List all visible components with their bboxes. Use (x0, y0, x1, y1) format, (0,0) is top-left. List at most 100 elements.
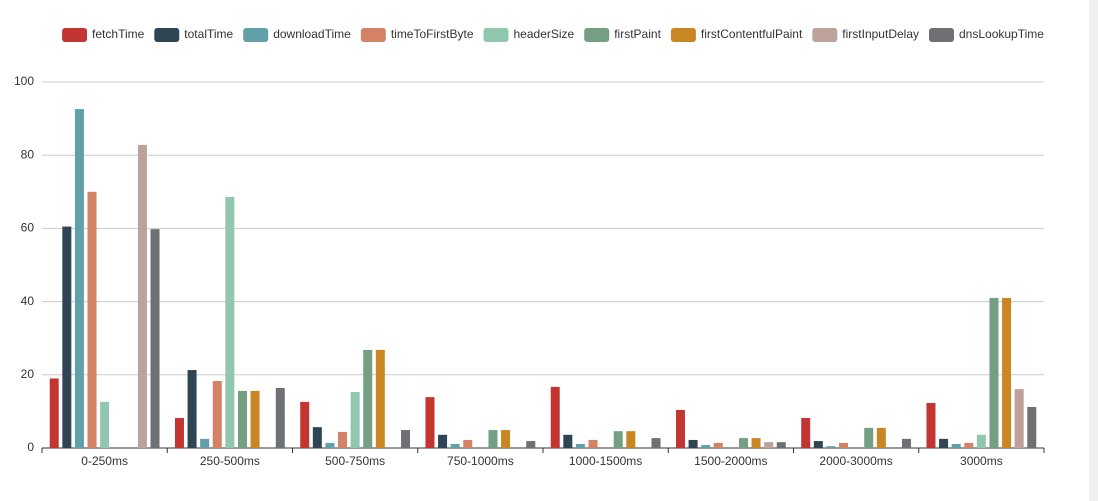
bar (964, 442, 974, 448)
bar (62, 226, 72, 448)
legend-item[interactable]: firstInputDelay (812, 27, 919, 42)
bar (764, 442, 774, 448)
legend-swatch (154, 28, 180, 42)
bar (300, 401, 310, 448)
bar (575, 443, 585, 448)
legend-label: timeToFirstByte (391, 27, 474, 41)
bar (563, 434, 573, 448)
bar (150, 229, 160, 448)
bar (864, 427, 874, 448)
legend-item[interactable]: totalTime (154, 27, 234, 42)
bar (701, 445, 711, 448)
legend-swatch (243, 28, 269, 42)
x-tick-label: 3000ms (960, 454, 1003, 468)
bar (526, 441, 536, 448)
legend-swatch (62, 28, 88, 42)
legend-label: firstContentfulPaint (701, 27, 803, 41)
bar (312, 427, 322, 448)
bar (813, 441, 823, 448)
bar (501, 430, 511, 448)
bar (200, 438, 210, 448)
x-tick-label: 1500-2000ms (694, 454, 767, 468)
bar (363, 349, 373, 448)
bar (100, 401, 110, 448)
bar (488, 430, 498, 448)
bar (976, 434, 986, 448)
bar (174, 417, 184, 448)
bar (1002, 297, 1012, 448)
bar (876, 427, 886, 448)
legend-swatch (360, 28, 386, 42)
x-tick-label: 0-250ms (81, 454, 128, 468)
legend-label: totalTime (184, 27, 233, 41)
legend-swatch (670, 28, 696, 42)
bar (613, 431, 623, 448)
bar (713, 442, 723, 448)
bar (688, 439, 698, 448)
y-tick-label: 100 (14, 74, 34, 88)
bar (902, 438, 912, 448)
x-tick-label: 2000-3000ms (819, 454, 892, 468)
bar (550, 386, 560, 448)
bar (951, 443, 961, 448)
bar (425, 397, 435, 448)
y-tick-label: 40 (21, 294, 35, 308)
legend-item[interactable]: timeToFirstByte (360, 27, 474, 42)
legend-swatch (929, 28, 955, 42)
x-tick-label: 250-500ms (200, 454, 260, 468)
legend-item[interactable]: downloadTime (243, 27, 351, 42)
bar (401, 430, 411, 448)
legend-label: downloadTime (273, 27, 351, 41)
y-tick-label: 0 (27, 440, 34, 454)
bar (939, 438, 949, 448)
bar (463, 439, 473, 448)
bar (137, 144, 147, 448)
x-tick-label: 1000-1500ms (569, 454, 642, 468)
bar (1014, 389, 1024, 448)
legend-item[interactable]: fetchTime (62, 27, 145, 42)
scrollbar (1089, 0, 1098, 501)
legend-swatch (812, 28, 838, 42)
bar (751, 438, 761, 448)
bar (675, 409, 685, 448)
bar (212, 381, 222, 448)
legend-label: dnsLookupTime (959, 27, 1044, 41)
bar (588, 439, 598, 448)
bar (187, 370, 197, 448)
bar (325, 442, 335, 448)
legend-item[interactable]: firstContentfulPaint (670, 27, 803, 42)
legend-item[interactable]: headerSize (483, 27, 575, 42)
bar (87, 191, 97, 449)
y-tick-label: 80 (21, 147, 35, 161)
bar (826, 446, 836, 448)
bar (738, 438, 748, 448)
y-tick-label: 20 (21, 367, 35, 381)
bar (801, 417, 811, 448)
bar (275, 387, 285, 448)
bar (926, 402, 936, 448)
bar (450, 443, 460, 448)
bar (350, 392, 360, 448)
legend-label: firstPaint (614, 27, 661, 41)
bar (237, 390, 247, 448)
legend-swatch (483, 28, 509, 42)
x-tick-label: 750-1000ms (447, 454, 514, 468)
bar (225, 196, 235, 448)
legend-label: headerSize (514, 27, 575, 41)
bar (651, 438, 661, 448)
bar (250, 390, 260, 448)
bar (49, 378, 59, 448)
bar (74, 109, 84, 449)
bar (626, 431, 636, 448)
y-tick-label: 60 (21, 221, 35, 235)
legend-item[interactable]: dnsLookupTime (929, 27, 1044, 42)
bar (338, 431, 348, 448)
legend-label: firstInputDelay (842, 27, 919, 41)
bar (776, 442, 786, 448)
legend-item[interactable]: firstPaint (584, 27, 662, 42)
bar (839, 442, 849, 448)
bar (438, 434, 448, 448)
x-tick-label: 500-750ms (325, 454, 385, 468)
